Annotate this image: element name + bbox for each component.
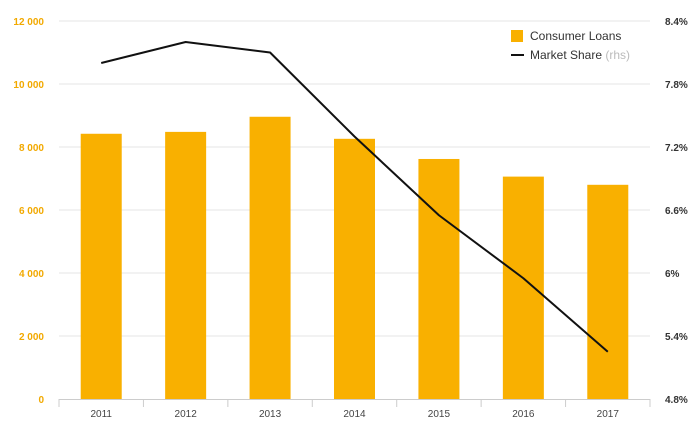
legend-label-market-share: Market Share (rhs) bbox=[530, 48, 630, 62]
y-right-tick-label: 6% bbox=[665, 269, 680, 280]
y-left-tick-label: 10 000 bbox=[13, 80, 44, 91]
legend: Consumer Loans Market Share (rhs) bbox=[511, 29, 630, 62]
legend-label-market-share-suffix: (rhs) bbox=[605, 48, 630, 62]
y-axis-left: 0 2 000 4 000 6 000 8 000 10 000 12 000 bbox=[13, 17, 44, 406]
bar-series-consumer-loans bbox=[80, 116, 629, 399]
y-right-tick-label: 7.8% bbox=[665, 80, 688, 91]
y-left-tick-label: 0 bbox=[38, 395, 44, 406]
y-left-tick-label: 8 000 bbox=[19, 143, 44, 154]
x-tick-label: 2012 bbox=[175, 409, 198, 420]
bar bbox=[334, 138, 375, 399]
bar bbox=[80, 133, 122, 399]
x-tick-label: 2017 bbox=[597, 409, 620, 420]
legend-swatch-consumer-loans bbox=[511, 30, 523, 42]
y-left-tick-label: 6 000 bbox=[19, 206, 44, 217]
bar bbox=[418, 158, 460, 399]
x-tick-label: 2014 bbox=[343, 409, 366, 420]
market-share-line bbox=[100, 41, 609, 353]
bar bbox=[587, 184, 629, 399]
y-right-tick-label: 4.8% bbox=[665, 395, 688, 406]
x-axis: 2011 2012 2013 2014 2015 2016 2017 bbox=[58, 399, 651, 420]
y-right-tick-label: 6.6% bbox=[665, 206, 688, 217]
x-tick-label: 2013 bbox=[259, 409, 282, 420]
y-axis-right: 4.8% 5.4% 6% 6.6% 7.2% 7.8% 8.4% bbox=[665, 17, 688, 406]
y-right-tick-label: 7.2% bbox=[665, 143, 688, 154]
x-tick-label: 2011 bbox=[90, 409, 112, 420]
x-tick-label: 2016 bbox=[512, 409, 535, 420]
y-left-tick-label: 2 000 bbox=[19, 332, 44, 343]
bar bbox=[502, 176, 544, 399]
line-series-market-share bbox=[100, 41, 609, 353]
y-left-tick-label: 4 000 bbox=[19, 269, 44, 280]
y-right-tick-label: 5.4% bbox=[665, 332, 688, 343]
y-right-tick-label: 8.4% bbox=[665, 17, 688, 28]
bar bbox=[249, 116, 291, 399]
legend-label-consumer-loans: Consumer Loans bbox=[530, 29, 621, 43]
bar bbox=[165, 131, 207, 399]
legend-label-market-share-name: Market Share bbox=[530, 48, 602, 62]
x-tick-label: 2015 bbox=[428, 409, 451, 420]
y-left-tick-label: 12 000 bbox=[13, 17, 44, 28]
